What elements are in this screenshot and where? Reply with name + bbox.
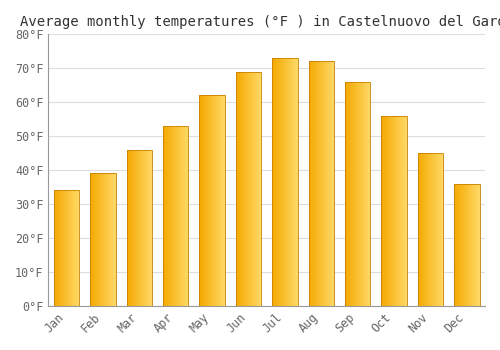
Bar [308,62,334,306]
Bar [200,96,225,306]
Bar [126,150,152,306]
Bar [236,72,261,306]
Bar [418,153,443,306]
Bar [345,82,370,306]
Bar [382,116,407,306]
Bar [272,58,297,306]
Bar [90,174,116,306]
Title: Average monthly temperatures (°F ) in Castelnuovo del Garda: Average monthly temperatures (°F ) in Ca… [20,15,500,29]
Bar [163,126,188,306]
Bar [54,190,80,306]
Bar [454,184,479,306]
